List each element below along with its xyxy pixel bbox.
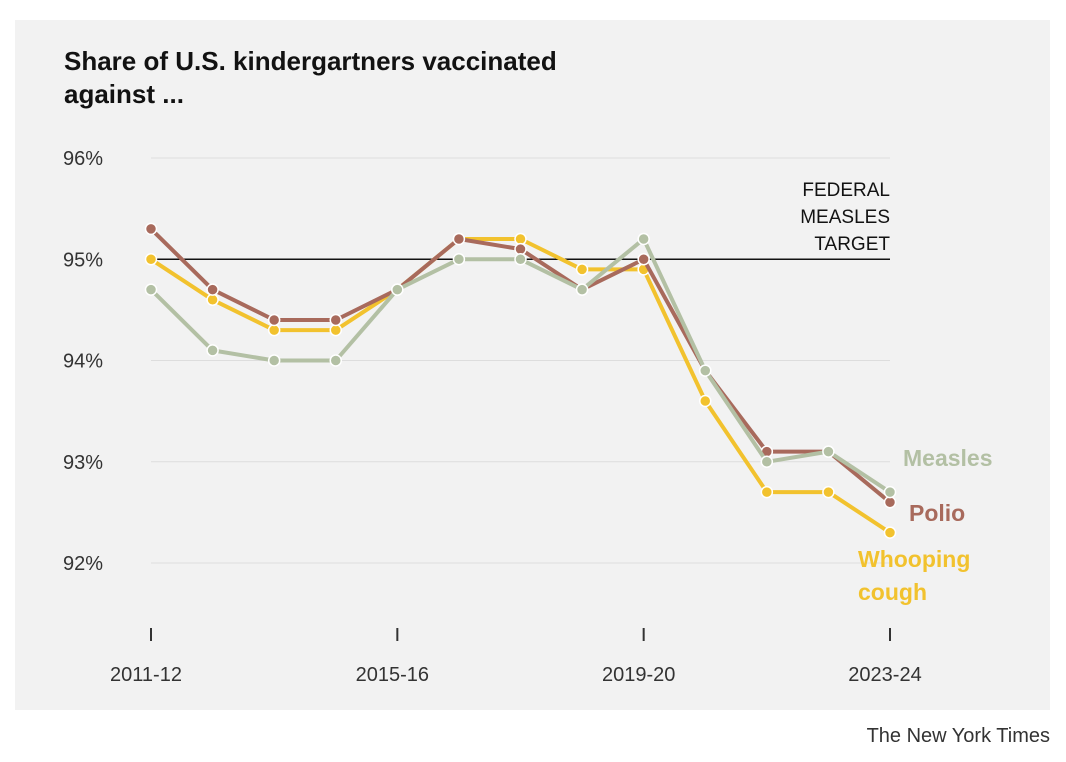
x-tick-label: 2019-20 [602,664,675,686]
measles-point [514,253,527,266]
polio-point [267,313,281,327]
series-labels: Measles Polio Whooping cough [858,445,993,605]
series-lines [144,222,897,539]
polio-point [206,283,219,296]
whooping-cough-point [822,485,835,499]
y-axis-ticks: 92% 93% 94% 95% 96% [63,148,103,575]
whooping-cough-point [760,485,774,499]
polio-point [452,232,466,246]
polio-point [329,313,342,327]
measles-point [391,283,404,296]
measles-point [637,232,650,246]
whooping-cough-point [575,263,589,276]
y-tick-label: 96% [63,148,103,170]
polio-point [144,222,158,236]
measles-point [452,253,466,266]
measles-point [883,485,897,499]
target-label: TARGET [814,234,890,255]
whooping-cough-point [883,526,897,539]
chart-title: Share of U.S. kindergartners vaccinated … [64,46,557,109]
x-tick-label: 2011-12 [110,664,182,686]
x-tick-label: 2015-16 [356,664,429,686]
x-tick-label: 2023-24 [848,664,921,686]
target-reference: FEDERAL MEASLES TARGET [151,180,890,261]
y-tick-label: 95% [63,249,103,271]
y-tick-label: 93% [63,452,103,474]
polio-point [637,253,650,266]
whooping-cough-point [699,394,712,408]
whooping-cough-point [144,253,158,266]
whooping-cough-line [149,237,892,535]
measles-point [760,455,774,468]
measles-point [206,344,219,357]
whooping-cough-point [206,293,219,306]
polio-label: Polio [909,500,965,526]
y-tick-label: 92% [63,553,103,575]
whooping-cough-point [329,323,342,337]
measles-point [699,364,712,377]
x-axis-ticks: 2011-12 2015-16 2019-20 2023-24 [110,628,922,686]
whooping-cough-point [267,323,281,337]
whooping-cough-label: Whooping [858,546,970,572]
whooping-cough-point [514,232,527,246]
polio-point [514,242,527,256]
measles-point [822,445,835,458]
measles-point [144,283,158,296]
measles-line [149,237,892,495]
measles-point [575,283,589,296]
target-label: FEDERAL [802,180,890,201]
measles-point [267,354,281,367]
source-credit: The New York Times [866,725,1050,747]
polio-point [883,496,897,509]
chart-panel: Share of U.S. kindergartners vaccinated … [15,20,1050,710]
target-label: MEASLES [800,207,890,228]
whooping-cough-label: cough [858,579,927,605]
measles-point [329,354,342,367]
measles-label: Measles [903,445,993,471]
y-tick-label: 94% [63,351,103,373]
